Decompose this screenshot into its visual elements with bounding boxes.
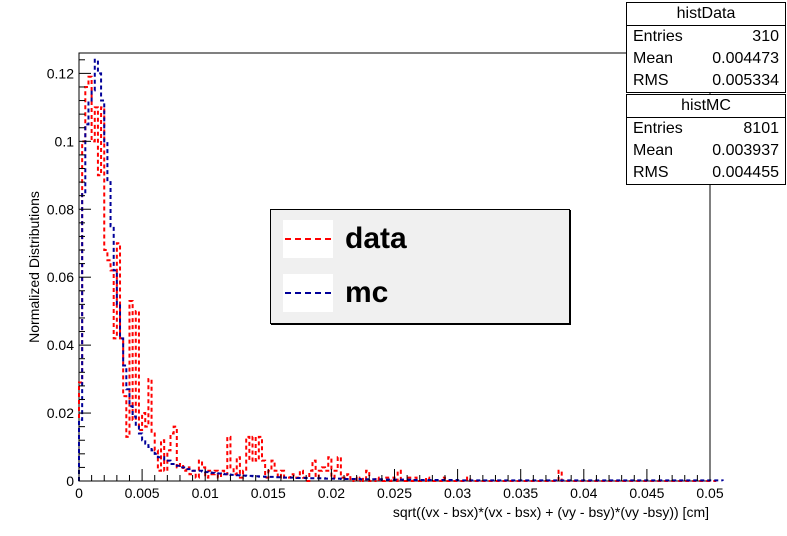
stats-box-data: histData Entries 310 Mean 0.004473 RMS 0… [626,2,786,93]
stats-title: histMC [627,95,785,118]
x-tick-label: 0.045 [629,485,664,501]
y-tick-label: 0.12 [47,65,74,81]
stats-label: Entries [633,28,683,45]
x-tick-label: 0.03 [444,485,471,501]
x-tick-label: 0.05 [696,485,723,501]
legend: data mc [270,209,570,324]
stats-box-mc: histMC Entries 8101 Mean 0.003937 RMS 0.… [626,94,786,185]
x-tick-label: 0.015 [251,485,286,501]
y-axis-label: Normalized Distributions [26,191,42,343]
stats-row: Entries 310 [627,26,785,48]
stats-value: 0.005334 [712,72,779,89]
legend-entry-mc: mc [283,274,388,312]
stats-label: Mean [633,50,674,67]
x-tick-label: 0 [75,485,83,501]
stats-value: 0.004473 [712,50,779,67]
x-tick-label: 0.02 [318,485,345,501]
series-layer [78,58,724,482]
stats-label: RMS [633,72,669,89]
x-axis-label: sqrt((vx - bsx)*(vx - bsx) + (vy - bsy)*… [393,504,709,520]
stats-row: Mean 0.003937 [627,140,785,162]
ticks-layer: 0 0.005 0.01 0.015 0.02 0.025 0.03 0.035 0.04 0.0… [47,59,724,501]
stats-label: Mean [633,142,674,159]
legend-swatch-mc [283,274,333,312]
stats-value: 310 [752,28,779,45]
y-tick-label: 0.1 [55,133,75,149]
stats-row: RMS 0.005334 [627,70,785,92]
stats-value: 0.003937 [712,142,779,159]
legend-swatch-data [283,220,333,258]
stats-label: Entries [633,120,683,137]
legend-label: mc [345,276,389,309]
y-tick-label: 0.04 [47,337,74,353]
legend-entry-data: data [283,220,407,258]
stats-row: Entries 8101 [627,118,785,140]
y-tick-label: 0.02 [47,405,74,421]
series-mc [78,58,724,482]
stats-value: 0.004455 [712,164,779,181]
x-tick-label: 0.035 [503,485,538,501]
x-tick-label: 0.005 [125,485,160,501]
stats-title: histData [627,3,785,26]
y-tick-label: 0.08 [47,201,74,217]
series-data [78,75,717,482]
y-tick-label: 0 [66,473,74,489]
stats-value: 8101 [743,120,779,137]
stats-label: RMS [633,164,669,181]
x-tick-label: 0.025 [377,485,412,501]
stats-row: Mean 0.004473 [627,48,785,70]
x-tick-label: 0.04 [570,485,597,501]
legend-label: data [345,222,407,255]
stats-row: RMS 0.004455 [627,162,785,184]
x-tick-label: 0.01 [192,485,219,501]
y-tick-label: 0.06 [47,269,74,285]
